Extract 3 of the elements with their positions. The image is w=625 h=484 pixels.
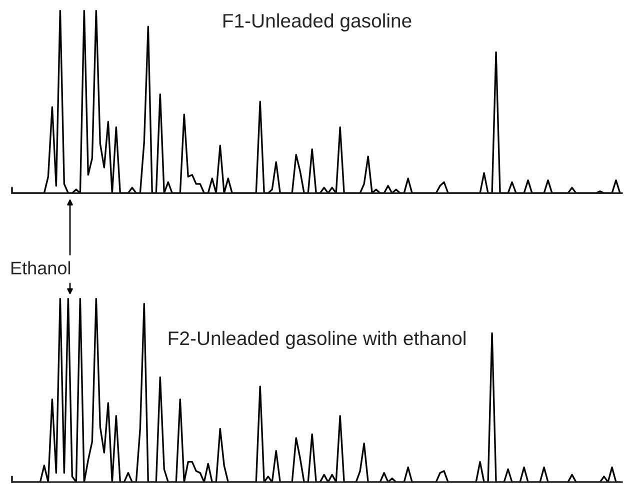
text: F2-Unleaded gasoline with ethanol xyxy=(168,330,466,350)
text: Ethanol xyxy=(11,261,70,274)
chart-title: F1-Unleaded gasoline xyxy=(223,13,412,32)
